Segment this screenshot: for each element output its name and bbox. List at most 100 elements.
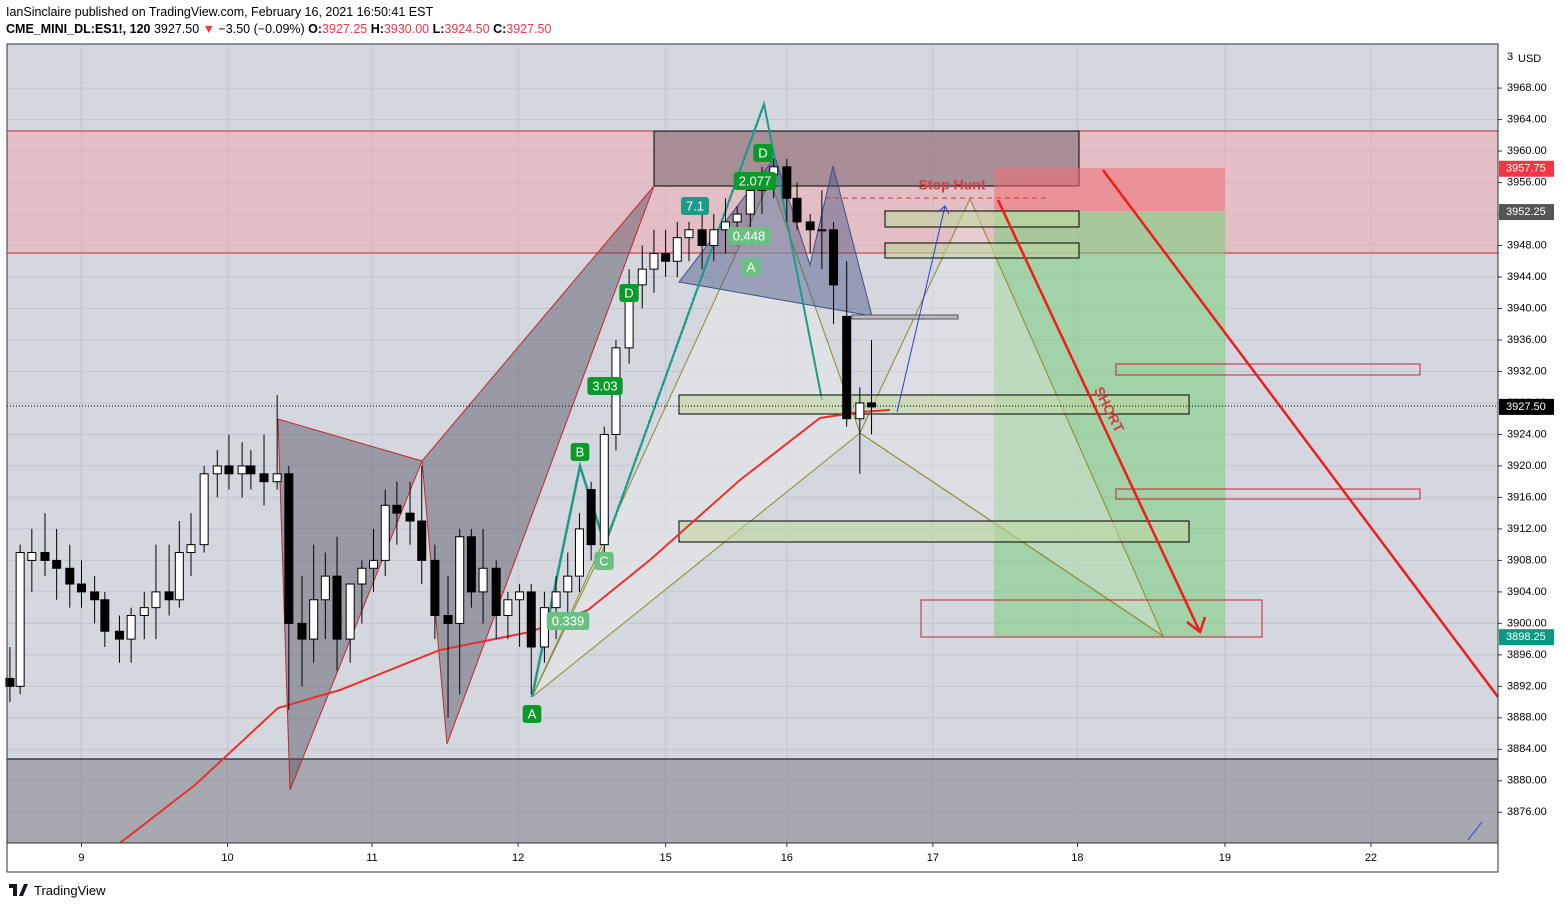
x-tick-label: 10: [221, 852, 233, 864]
candle-body: [745, 189, 755, 215]
price-label: 3898.25: [1506, 631, 1546, 643]
x-tick-label: 11: [366, 852, 377, 864]
c: 3927.50: [506, 22, 552, 36]
l: 3924.50: [444, 22, 490, 36]
candle-body: [332, 575, 342, 640]
pattern-label: 7.1: [686, 198, 704, 213]
candle-body: [574, 528, 584, 577]
y-tick-label: 3936.00: [1507, 334, 1547, 346]
pattern-label-bg: [741, 258, 761, 276]
candle-body: [599, 433, 609, 546]
candle-body: [491, 567, 501, 617]
x-tick-label: 15: [659, 852, 671, 864]
price-axis: [1498, 44, 1565, 872]
pattern-label: 3.03: [592, 378, 617, 393]
pattern-label: B: [576, 444, 585, 459]
candle-body: [649, 252, 659, 270]
pattern-label-bg: [587, 377, 623, 395]
pattern-label: A: [747, 259, 756, 274]
candle-body: [15, 552, 25, 687]
price-label: 3952.25: [1506, 206, 1546, 218]
candle-body: [709, 229, 719, 247]
pattern-label-bg: [733, 172, 777, 190]
y-tick-label: 3880.00: [1507, 775, 1547, 787]
annotations: Stop HuntSHORTD2.0777.10.448AD3.03BC0.33…: [522, 144, 1128, 723]
stop-area: [994, 168, 1225, 211]
arrow: ▼: [202, 22, 216, 36]
candle-body: [65, 567, 75, 585]
candle-body: [817, 229, 827, 232]
y-tick-label: 3896.00: [1507, 649, 1547, 661]
demand: [678, 394, 1190, 415]
time-axis: [7, 843, 1498, 872]
last: 3927.50: [153, 22, 200, 36]
y-tick-label: 3904.00: [1507, 586, 1547, 598]
scale-mark: 3: [1507, 51, 1513, 63]
candle-body: [563, 575, 573, 593]
x-tick-label: 12: [512, 852, 524, 864]
candle-body: [417, 520, 427, 561]
candle-body: [5, 677, 15, 687]
y-tick-label: 3900.00: [1507, 617, 1547, 629]
candle-body: [515, 591, 525, 601]
y-tick-label: 3932.00: [1507, 365, 1547, 377]
annotation: Stop Hunt: [919, 177, 986, 193]
candle-body: [174, 552, 184, 601]
pattern-label: D: [624, 285, 633, 300]
candle-body: [782, 166, 792, 199]
candle-body: [855, 402, 865, 420]
candle-body: [100, 599, 110, 632]
candle-body: [672, 237, 682, 262]
candle-body: [551, 591, 561, 609]
y-tick-label: 3948.00: [1507, 239, 1547, 251]
pattern-label-bg: [619, 284, 639, 302]
zone: [884, 210, 1080, 228]
y-tick-label: 3916.00: [1507, 491, 1547, 503]
candle-body: [369, 559, 379, 569]
short-arrow: [996, 199, 1202, 633]
candle-body: [345, 583, 355, 640]
o: 3927.25: [322, 22, 368, 36]
price-label: 3957.75: [1506, 163, 1546, 175]
candle-body: [27, 552, 37, 561]
candle-body: [867, 402, 877, 408]
y-tick-label: 3876.00: [1507, 806, 1547, 818]
candle-body: [272, 473, 282, 483]
y-tick-label: 3892.00: [1507, 680, 1547, 692]
candle-body: [842, 315, 852, 420]
candle-body: [684, 229, 694, 239]
change: −3.50 (−0.09%): [218, 22, 305, 36]
candle-body: [637, 268, 647, 286]
x-tick-label: 9: [78, 852, 84, 864]
pattern-label-bg: [753, 144, 773, 162]
h: 3930.00: [383, 22, 430, 36]
y-tick-label: 3968.00: [1507, 82, 1547, 94]
brand-logo: [9, 884, 28, 896]
candle-body: [430, 559, 440, 617]
currency: USD: [1518, 53, 1541, 65]
candle-body: [114, 630, 124, 640]
candle-body: [186, 544, 196, 554]
price-label: 3927.50: [1506, 401, 1546, 413]
y-tick-label: 3956.00: [1507, 176, 1547, 188]
y-tick-label: 3944.00: [1507, 271, 1547, 283]
candle-body: [357, 567, 367, 585]
price-label-bg: [1499, 629, 1554, 646]
candle-body: [52, 559, 62, 569]
demand: [678, 520, 1190, 543]
pattern-label: A: [528, 706, 537, 721]
zone: [884, 242, 1080, 259]
price-label-bg: [1499, 398, 1554, 415]
candle-body: [40, 552, 50, 561]
candle-body: [466, 536, 476, 593]
candle-body: [76, 583, 86, 593]
zone: [851, 314, 959, 320]
drawings: [6, 100, 1500, 844]
candle-body: [732, 213, 742, 223]
candle-body: [224, 465, 234, 475]
axes: 3876.00 3880.00 3884.00 3888.00 3892.00 3896.…: [78, 82, 1554, 864]
y-tick-label: 3940.00: [1507, 302, 1547, 314]
candle-body: [503, 599, 513, 617]
